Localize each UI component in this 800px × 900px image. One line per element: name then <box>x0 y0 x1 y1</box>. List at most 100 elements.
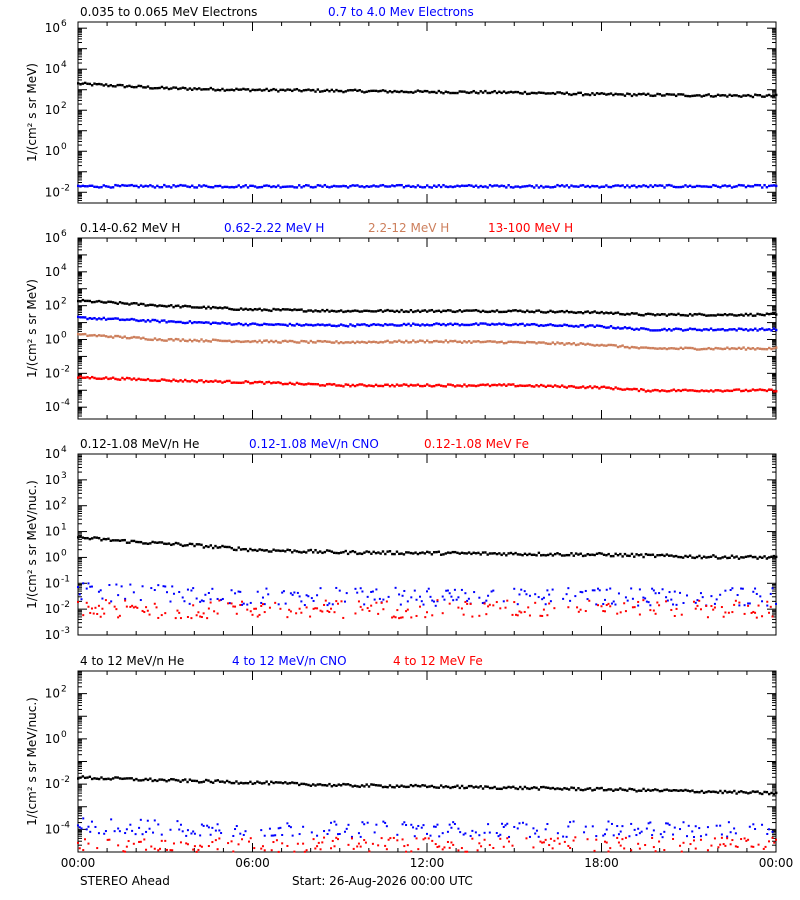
data-point <box>519 186 522 189</box>
data-point <box>358 323 361 327</box>
data-point <box>309 339 313 343</box>
data-point <box>109 539 112 542</box>
data-point <box>574 311 578 315</box>
legend-entry: 0.62-2.22 MeV H <box>224 221 324 235</box>
data-point <box>419 605 422 608</box>
data-point <box>102 777 105 781</box>
data-point <box>743 612 746 615</box>
data-point <box>623 388 627 391</box>
data-point <box>256 340 259 344</box>
data-point <box>530 185 534 188</box>
data-point <box>758 184 762 187</box>
data-point <box>758 388 762 391</box>
data-point <box>242 782 245 785</box>
data-point <box>174 304 178 308</box>
data-point <box>130 336 133 339</box>
data-point <box>184 778 187 781</box>
data-point <box>318 90 322 93</box>
data-point <box>374 383 378 387</box>
data-point <box>265 87 268 91</box>
data-point <box>251 782 254 786</box>
y-tick-exponent: -2 <box>61 364 70 374</box>
data-point <box>681 329 685 332</box>
data-point <box>251 308 254 312</box>
data-point <box>526 92 529 96</box>
data-point <box>674 789 678 792</box>
data-point <box>246 308 250 311</box>
data-point <box>727 821 730 824</box>
data-point <box>104 830 107 833</box>
data-point <box>649 821 652 824</box>
data-point <box>114 539 117 542</box>
data-point <box>621 184 624 187</box>
data-point <box>281 781 285 785</box>
data-point <box>95 334 99 338</box>
data-point <box>181 321 185 325</box>
data-point <box>486 553 489 556</box>
data-point <box>123 538 126 542</box>
data-point <box>107 84 110 88</box>
data-point <box>430 385 434 388</box>
data-point <box>633 184 636 187</box>
data-point <box>743 604 746 607</box>
data-point <box>167 379 171 382</box>
data-point <box>672 603 675 606</box>
data-point <box>537 341 541 344</box>
data-point <box>328 186 331 189</box>
data-point <box>310 597 313 600</box>
data-point <box>351 383 354 387</box>
data-point <box>712 95 715 98</box>
data-point <box>386 550 389 553</box>
data-point <box>735 792 738 795</box>
data-point <box>621 344 624 347</box>
data-point <box>420 826 423 829</box>
data-point <box>670 347 673 350</box>
data-point <box>428 551 431 554</box>
data-point <box>495 384 499 387</box>
data-point <box>284 323 287 327</box>
data-point <box>544 385 548 389</box>
data-point <box>200 599 203 602</box>
data-point <box>772 327 776 330</box>
data-point <box>735 347 738 351</box>
data-point <box>474 384 478 388</box>
data-point <box>100 185 103 189</box>
data-point <box>172 542 175 546</box>
data-point <box>726 556 729 560</box>
data-point <box>165 379 168 382</box>
data-point <box>316 594 319 597</box>
data-point <box>546 323 550 327</box>
data-point <box>735 314 738 317</box>
data-point <box>458 786 461 790</box>
data-point <box>351 184 354 187</box>
data-point <box>349 341 352 344</box>
data-point <box>593 589 596 592</box>
data-point <box>670 329 673 332</box>
data-point <box>607 788 610 791</box>
data-point <box>302 782 306 786</box>
data-point <box>281 308 285 311</box>
data-point <box>616 326 620 329</box>
data-point <box>674 313 678 317</box>
data-point <box>344 90 347 93</box>
data-point <box>402 322 406 326</box>
data-point <box>740 838 743 841</box>
data-point <box>640 185 643 188</box>
data-point <box>192 604 195 607</box>
data-point <box>265 339 268 342</box>
data-point <box>737 327 741 330</box>
data-point <box>621 388 624 391</box>
data-point <box>351 340 354 344</box>
data-point <box>426 184 429 187</box>
data-point <box>670 184 673 187</box>
data-point <box>134 833 137 836</box>
data-point <box>729 831 732 834</box>
data-point <box>181 305 185 308</box>
data-point <box>421 90 424 93</box>
data-point <box>300 324 303 327</box>
data-point <box>501 822 504 825</box>
data-point <box>579 552 582 555</box>
data-point <box>107 537 110 540</box>
data-point <box>431 599 434 602</box>
data-point <box>558 385 562 389</box>
